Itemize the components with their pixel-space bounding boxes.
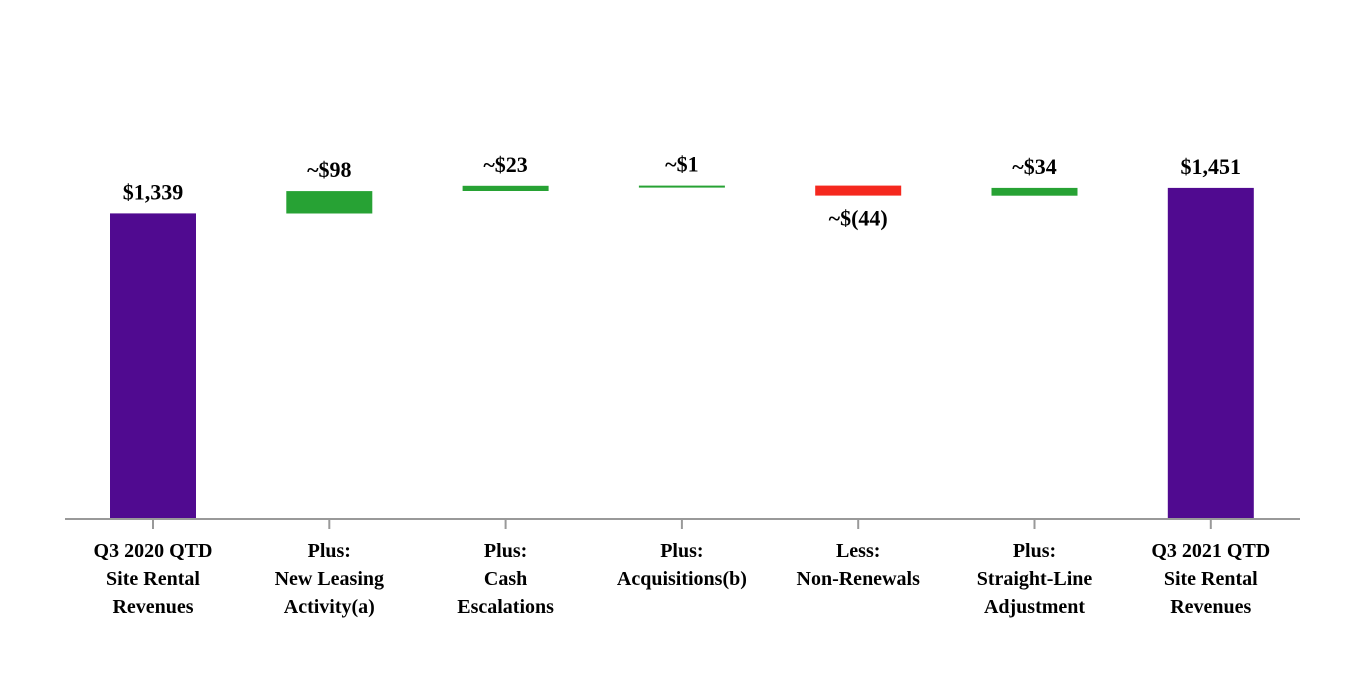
category-label-2-2: Escalations bbox=[457, 596, 554, 618]
x-axis bbox=[65, 518, 1300, 529]
value-label-1: ~$98 bbox=[307, 157, 351, 182]
category-label-0-2: Revenues bbox=[112, 596, 193, 618]
category-label-6-0: Q3 2021 QTD bbox=[1151, 540, 1270, 562]
value-label-2: ~$23 bbox=[483, 152, 527, 177]
category-label-4-1: Non-Renewals bbox=[797, 568, 921, 590]
value-label-3: ~$1 bbox=[665, 152, 698, 177]
bar-1 bbox=[286, 191, 373, 214]
bar-0 bbox=[110, 213, 196, 519]
category-label-3-0: Plus: bbox=[660, 540, 703, 562]
bars-group bbox=[110, 185, 1254, 519]
value-label-5: ~$34 bbox=[1012, 154, 1056, 179]
category-label-0-1: Site Rental bbox=[106, 568, 200, 590]
category-label-4-0: Less: bbox=[836, 540, 880, 562]
category-label-3-1: Acquisitions(b) bbox=[617, 568, 747, 590]
bar-3 bbox=[638, 185, 725, 188]
value-label-6: $1,451 bbox=[1181, 154, 1242, 179]
bar-5 bbox=[991, 187, 1078, 196]
category-labels-group: Q3 2020 QTD Site Rental Revenues Plus: New L… bbox=[94, 540, 1271, 618]
bar-6 bbox=[1167, 187, 1254, 519]
category-label-6-1: Site Rental bbox=[1164, 568, 1258, 590]
category-label-2-1: Cash bbox=[484, 568, 527, 590]
value-label-4: ~$(44) bbox=[829, 206, 888, 231]
value-labels-group: $1,339 ~$98 ~$23 ~$1 ~$(44) ~$34 $1,451 bbox=[123, 152, 1241, 231]
category-label-5-2: Adjustment bbox=[984, 596, 1085, 618]
bar-2 bbox=[462, 185, 549, 191]
bar-4 bbox=[815, 185, 902, 196]
category-label-1-0: Plus: bbox=[308, 540, 351, 562]
category-label-1-1: New Leasing bbox=[275, 568, 384, 590]
value-label-0: $1,339 bbox=[123, 179, 184, 204]
category-label-5-1: Straight-Line bbox=[977, 568, 1093, 590]
category-label-0-0: Q3 2020 QTD bbox=[94, 540, 213, 562]
category-label-6-2: Revenues bbox=[1170, 596, 1251, 618]
category-label-1-2: Activity(a) bbox=[284, 596, 375, 618]
category-label-2-0: Plus: bbox=[484, 540, 527, 562]
category-label-5-0: Plus: bbox=[1013, 540, 1056, 562]
